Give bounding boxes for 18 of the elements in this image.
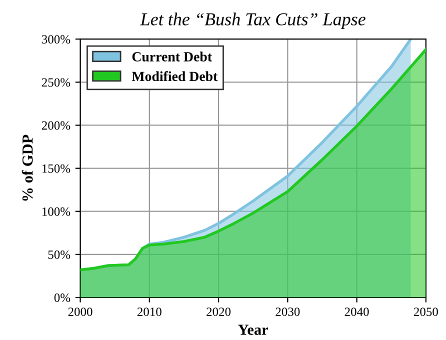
- y-tick-label: 250%: [42, 78, 70, 87]
- y-tick-label: 50%: [48, 250, 70, 259]
- x-tick-label: 2020: [206, 308, 231, 316]
- y-tick-label: 200%: [42, 121, 70, 130]
- x-tick-label: 2000: [68, 308, 92, 316]
- y-tick-label: 0%: [54, 294, 70, 302]
- legend-label: Current Debt: [132, 52, 212, 62]
- legend-label: Modified Debt: [132, 71, 218, 82]
- y-axis-title: % of GDP: [22, 134, 33, 201]
- y-tick-label: 300%: [42, 35, 70, 44]
- x-tick-label: 2050: [414, 308, 438, 316]
- chart-title: Let the “Bush Tax Cuts” Lapse: [140, 12, 366, 30]
- y-tick-label: 150%: [42, 164, 70, 173]
- x-axis-title: Year: [238, 324, 268, 335]
- y-tick-label: 100%: [42, 207, 70, 216]
- x-tick-label: 2010: [137, 308, 162, 316]
- x-tick-label: 2030: [276, 308, 300, 316]
- x-tick-label: 2040: [344, 308, 369, 316]
